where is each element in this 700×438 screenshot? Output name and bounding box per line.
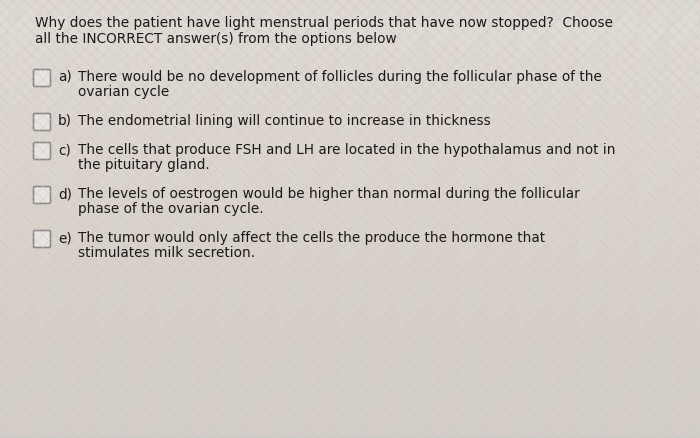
Text: all the INCORRECT answer(s) from the options below: all the INCORRECT answer(s) from the opt… [35,32,397,46]
Text: e): e) [58,231,71,245]
FancyBboxPatch shape [34,187,50,204]
Text: There would be no development of follicles during the follicular phase of the: There would be no development of follicl… [78,70,602,84]
Text: the pituitary gland.: the pituitary gland. [78,158,210,172]
FancyBboxPatch shape [34,230,50,247]
FancyBboxPatch shape [34,113,50,131]
Text: d): d) [58,187,72,201]
Text: The cells that produce FSH and LH are located in the hypothalamus and not in: The cells that produce FSH and LH are lo… [78,143,615,157]
Text: phase of the ovarian cycle.: phase of the ovarian cycle. [78,202,264,216]
Text: The levels of oestrogen would be higher than normal during the follicular: The levels of oestrogen would be higher … [78,187,580,201]
Text: Why does the patient have light menstrual periods that have now stopped?  Choose: Why does the patient have light menstrua… [35,16,613,30]
Text: The tumor would only affect the cells the produce the hormone that: The tumor would only affect the cells th… [78,231,545,245]
Text: a): a) [58,70,71,84]
Text: stimulates milk secretion.: stimulates milk secretion. [78,246,255,260]
Text: b): b) [58,114,72,128]
FancyBboxPatch shape [34,70,50,86]
Text: c): c) [58,143,71,157]
Text: ovarian cycle: ovarian cycle [78,85,169,99]
Text: The endometrial lining will continue to increase in thickness: The endometrial lining will continue to … [78,114,491,128]
FancyBboxPatch shape [34,142,50,159]
